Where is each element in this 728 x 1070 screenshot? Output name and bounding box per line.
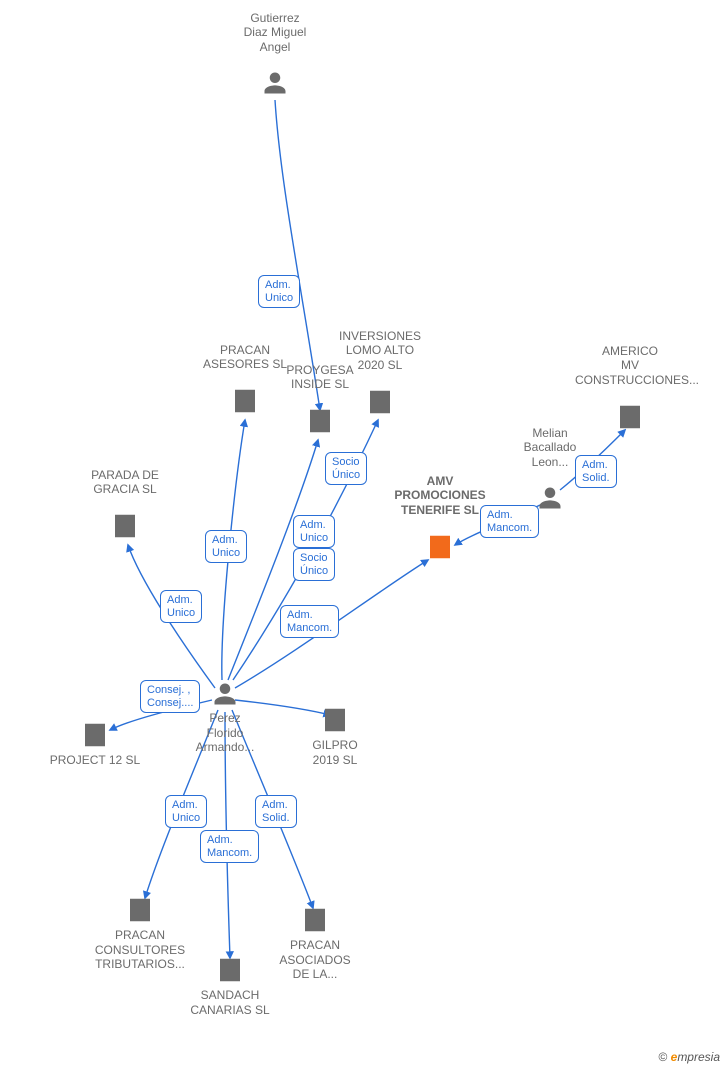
- building-icon: [300, 924, 330, 938]
- node-americo[interactable]: AMERICO MV CONSTRUCCIONES...: [575, 344, 685, 435]
- edge-label-perez-sandach: Adm. Mancom.: [200, 830, 259, 863]
- building-icon: [365, 406, 395, 420]
- edge-label-perez-pracan_asesores: Adm. Unico: [205, 530, 247, 563]
- building-icon: [110, 530, 140, 544]
- footer-attribution: © empresia: [658, 1050, 720, 1064]
- node-parada[interactable]: PARADA DE GRACIA SL: [70, 468, 180, 545]
- person-icon: [261, 86, 289, 100]
- node-label: Gutierrez Diaz Miguel Angel: [220, 11, 330, 54]
- node-label: PRACAN ASESORES SL: [190, 343, 300, 372]
- edge-label-gutierrez-proygesa: Adm. Unico: [258, 275, 300, 308]
- edge-label2-perez-proygesa: Socio Único: [293, 548, 335, 581]
- node-amv[interactable]: AMV PROMOCIONES TENERIFE SL: [385, 474, 495, 565]
- node-pracan_asoc[interactable]: PRACAN ASOCIADOS DE LA...: [260, 905, 370, 982]
- building-icon: [80, 739, 110, 753]
- network-canvas: Gutierrez Diaz Miguel AngelPROYGESA INSI…: [0, 0, 728, 1070]
- edge-label-perez-inversiones: Socio Único: [325, 452, 367, 485]
- edge-label-perez-proygesa: Adm. Unico: [293, 515, 335, 548]
- building-icon: [320, 724, 350, 738]
- node-gilpro[interactable]: GILPRO 2019 SL: [280, 705, 390, 767]
- node-label: INVERSIONES LOMO ALTO 2020 SL: [325, 329, 435, 372]
- node-inversiones[interactable]: INVERSIONES LOMO ALTO 2020 SL: [325, 329, 435, 420]
- edge-label-melian-americo: Adm. Solid.: [575, 455, 617, 488]
- node-label: PARADA DE GRACIA SL: [70, 468, 180, 497]
- edge-label-perez-pracan_cons: Adm. Unico: [165, 795, 207, 828]
- copyright-symbol: ©: [658, 1050, 667, 1064]
- node-label: Perez Florido Armando...: [170, 711, 280, 754]
- node-pracan_asesores[interactable]: PRACAN ASESORES SL: [190, 343, 300, 420]
- node-project12[interactable]: PROJECT 12 SL: [40, 720, 150, 768]
- edge-label-perez-amv: Adm. Mancom.: [280, 605, 339, 638]
- node-label: PRACAN ASOCIADOS DE LA...: [260, 938, 370, 981]
- node-label: SANDACH CANARIAS SL: [175, 988, 285, 1017]
- edge-label-perez-pracan_asoc: Adm. Solid.: [255, 795, 297, 828]
- building-icon: [215, 974, 245, 988]
- building-icon: [615, 421, 645, 435]
- person-icon: [536, 501, 564, 515]
- node-gutierrez[interactable]: Gutierrez Diaz Miguel Angel: [220, 11, 330, 100]
- node-label: AMV PROMOCIONES TENERIFE SL: [385, 474, 495, 517]
- node-label: PROJECT 12 SL: [40, 753, 150, 767]
- edge-label-perez-parada: Adm. Unico: [160, 590, 202, 623]
- node-label: GILPRO 2019 SL: [280, 738, 390, 767]
- building-icon: [230, 405, 260, 419]
- edge-label-melian-amv: Adm. Mancom.: [480, 505, 539, 538]
- person-icon: [211, 697, 239, 711]
- building-icon: [305, 425, 335, 439]
- building-icon: [425, 551, 455, 565]
- building-icon: [125, 914, 155, 928]
- edge-label-perez-project12: Consej. , Consej....: [140, 680, 200, 713]
- node-label: AMERICO MV CONSTRUCCIONES...: [575, 344, 685, 387]
- brand-rest: mpresia: [677, 1050, 720, 1064]
